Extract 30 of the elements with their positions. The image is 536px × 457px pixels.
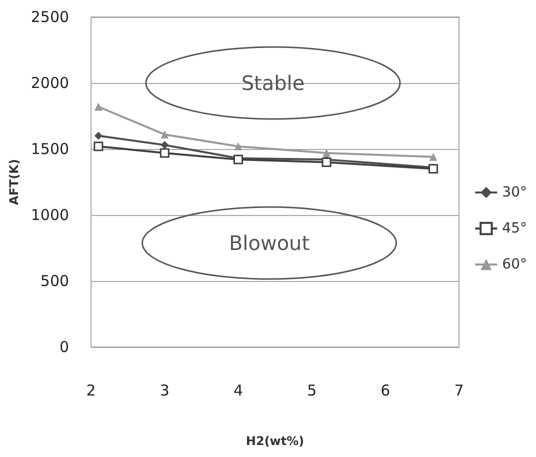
point: [234, 142, 242, 150]
y-axis-title: AFT(K): [7, 159, 21, 205]
legend-label: 60°: [502, 256, 528, 272]
x-axis-title: H2(wt%): [246, 434, 304, 448]
x-tick-label: 4: [233, 382, 244, 400]
point: [428, 164, 438, 174]
point: [94, 102, 102, 111]
point: [160, 130, 169, 138]
point: [322, 148, 331, 157]
y-tick-label: 1500: [30, 140, 70, 158]
y-tick-label: 2000: [30, 74, 70, 92]
y-tick-label: 0: [60, 338, 70, 356]
x-tick-label: 6: [380, 382, 390, 400]
x-tick-label: 3: [160, 382, 170, 400]
annotation: Stable: [241, 71, 305, 95]
point: [94, 132, 102, 140]
y-tick-label: 2500: [30, 8, 70, 26]
point: [94, 142, 104, 152]
legend-label: 30°: [502, 184, 528, 200]
y-tick-label: 500: [40, 272, 70, 290]
point: [160, 141, 169, 150]
point: [429, 152, 438, 161]
x-tick-label: 7: [454, 382, 464, 400]
x-tick-label: 2: [86, 382, 96, 400]
y-tick-label: 1000: [30, 206, 70, 224]
legend-label: 45°: [502, 220, 528, 236]
x-tick-label: 5: [307, 382, 317, 400]
point: [322, 157, 332, 167]
point: [160, 148, 170, 158]
annotation: Blowout: [228, 231, 310, 256]
